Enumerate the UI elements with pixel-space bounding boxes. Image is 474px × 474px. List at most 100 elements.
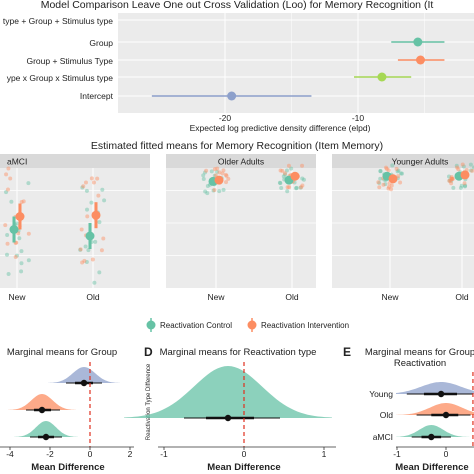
panel-b-jitter-point xyxy=(215,169,220,174)
panel-b-jitter-point xyxy=(96,193,101,198)
panel-b-jitter-point xyxy=(205,191,210,196)
panel-c-tick-label-1: -4 xyxy=(6,449,14,459)
panel-e-title-line-1: Marginal means for Group xyxy=(365,347,474,358)
older-x-tick-old: Old xyxy=(285,292,299,302)
amci-x-tick-new: New xyxy=(8,292,26,302)
panel-b-jitter-point xyxy=(201,177,206,182)
panel-b-jitter-point xyxy=(211,188,216,193)
panel-b-jitter-point xyxy=(78,247,83,252)
facet-strip-older-adults xyxy=(166,154,316,168)
panel-b-jitter-point xyxy=(469,168,474,173)
panel-e-series-2-density xyxy=(396,403,474,415)
panel-b-jitter-point xyxy=(6,271,11,276)
panel-b-jitter-point xyxy=(85,207,90,212)
panel-b-jitter-point xyxy=(224,180,229,185)
panel-c-distributions xyxy=(0,362,134,450)
panel-b-jitter-point xyxy=(454,163,459,168)
panel-b-jitter-point xyxy=(83,244,88,249)
panel-c-tick-label-4: 2 xyxy=(128,449,133,459)
panel-b-jitter-point xyxy=(458,185,463,190)
panel-b-jitter-point xyxy=(223,172,228,177)
panel-b-jitter-point xyxy=(217,170,222,175)
panel-e-x-axis-label: Mean Difference xyxy=(395,462,468,473)
panel-b-jitter-point xyxy=(463,183,468,188)
panel-b-jitter-point xyxy=(100,187,105,192)
panel-b-jitter-point xyxy=(377,180,382,185)
facet-plot-older-adults xyxy=(166,168,316,288)
older-x-tick-new: New xyxy=(207,292,225,302)
panel-b-jitter-point xyxy=(287,185,292,190)
panel-b-jitter-point xyxy=(449,181,454,186)
panel-b-jitter-point xyxy=(83,180,88,185)
panel-b-jitter-point xyxy=(285,189,290,194)
panel-a-points xyxy=(151,37,445,101)
panel-b-jitter-point xyxy=(84,260,89,265)
panel-b-jitter-point xyxy=(299,185,304,190)
panel-b-jitter-point xyxy=(209,169,214,174)
panel-d-tick-label-3: 1 xyxy=(322,449,327,459)
panel-b-jitter-point xyxy=(387,184,392,189)
panel-b-jitter-point xyxy=(459,183,464,188)
panel-b-jitter-point xyxy=(301,177,306,182)
panel-b-jitter-point xyxy=(300,176,305,181)
panel-b-jitter-point xyxy=(378,168,383,173)
panel-b-jitter-point xyxy=(278,181,283,186)
panel-b-jitter-point xyxy=(224,173,229,178)
panel-e-tick-label-2: 0 xyxy=(444,449,449,459)
panel-b-jitter-point xyxy=(386,186,391,191)
panel-e-series-1-density xyxy=(396,382,474,394)
panel-b-jitter-point xyxy=(378,176,383,181)
panel-b-jitter-point xyxy=(389,187,394,192)
panel-b-jitter-point xyxy=(21,199,26,204)
panel-b-jitter-point xyxy=(383,182,388,187)
panel-b-jitter-point xyxy=(282,171,287,176)
panel-e-series-3-mean-point xyxy=(428,433,435,441)
panel-b-mean-point xyxy=(85,231,95,241)
panel-d-x-axis-label: Mean Difference xyxy=(207,462,280,473)
panel-b-jitter-point xyxy=(19,199,24,204)
facet-label-older-adults: Older Adults xyxy=(218,157,264,167)
panel-b-jitter-point xyxy=(449,176,454,181)
panel-b-jitter-point xyxy=(91,180,96,185)
panel-b-jitter-point xyxy=(5,187,10,192)
panel-b-jitter-point xyxy=(201,173,206,178)
panel-b-jitter-point xyxy=(394,166,399,171)
panel-b-jitter-point xyxy=(389,183,394,188)
panel-e-distributions xyxy=(396,372,474,450)
panel-b-jitter-point xyxy=(300,183,305,188)
panel-b-jitter-point xyxy=(4,172,9,177)
younger-x-tick-old: Old xyxy=(455,292,469,302)
panel-b-jitter-point xyxy=(226,176,231,181)
panel-b-jitter-point xyxy=(285,185,290,190)
panel-b-jitter-point xyxy=(376,180,381,185)
panel-b-jitter-point xyxy=(447,178,452,183)
legend-key-intervention xyxy=(247,320,257,330)
panel-b-jitter-point xyxy=(289,166,294,171)
panel-b-jitter-point xyxy=(8,176,13,181)
panel-e-letter: E xyxy=(343,345,351,359)
panel-b-jitter-point xyxy=(85,214,90,219)
panel-b-jitter-point xyxy=(26,258,31,263)
panel-b-jitter-point xyxy=(461,164,466,169)
panel-b-grid xyxy=(0,168,474,288)
panel-b-jitter-point xyxy=(398,171,403,176)
panel-b-jitter-point xyxy=(396,168,401,173)
facet-strip-younger-adults xyxy=(332,154,474,168)
panel-b-jitter-point xyxy=(101,236,106,241)
panel-c-x-axis-label: Mean Difference xyxy=(31,462,104,473)
panel-b-jitter-point xyxy=(280,168,285,173)
panel-b-jitter-point xyxy=(283,172,288,177)
panel-a-point xyxy=(377,72,387,82)
panel-b-mean-point xyxy=(15,212,25,221)
panel-b-jitter-point xyxy=(451,185,456,190)
panel-b-jitter-point xyxy=(102,198,107,203)
panel-e-row-label-young: Young xyxy=(369,389,393,399)
panel-b-jitter-point xyxy=(462,181,467,186)
panel-c-series-3-mean-point xyxy=(42,433,50,441)
panel-b-jitter-point xyxy=(26,231,31,236)
panel-b-jitter-point xyxy=(86,248,91,253)
panel-b-mean-point xyxy=(214,175,224,185)
panel-c-series-1-density xyxy=(48,367,120,383)
panel-d-series-mean-point xyxy=(224,414,232,422)
